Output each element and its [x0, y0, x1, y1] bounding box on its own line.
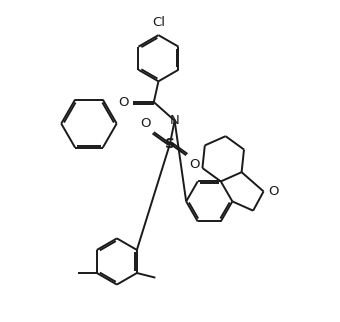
Text: O: O — [268, 185, 279, 198]
Text: Cl: Cl — [152, 16, 165, 29]
Text: S: S — [165, 137, 175, 151]
Text: N: N — [170, 114, 180, 127]
Text: O: O — [190, 157, 200, 171]
Text: O: O — [140, 117, 150, 130]
Text: O: O — [118, 96, 129, 109]
